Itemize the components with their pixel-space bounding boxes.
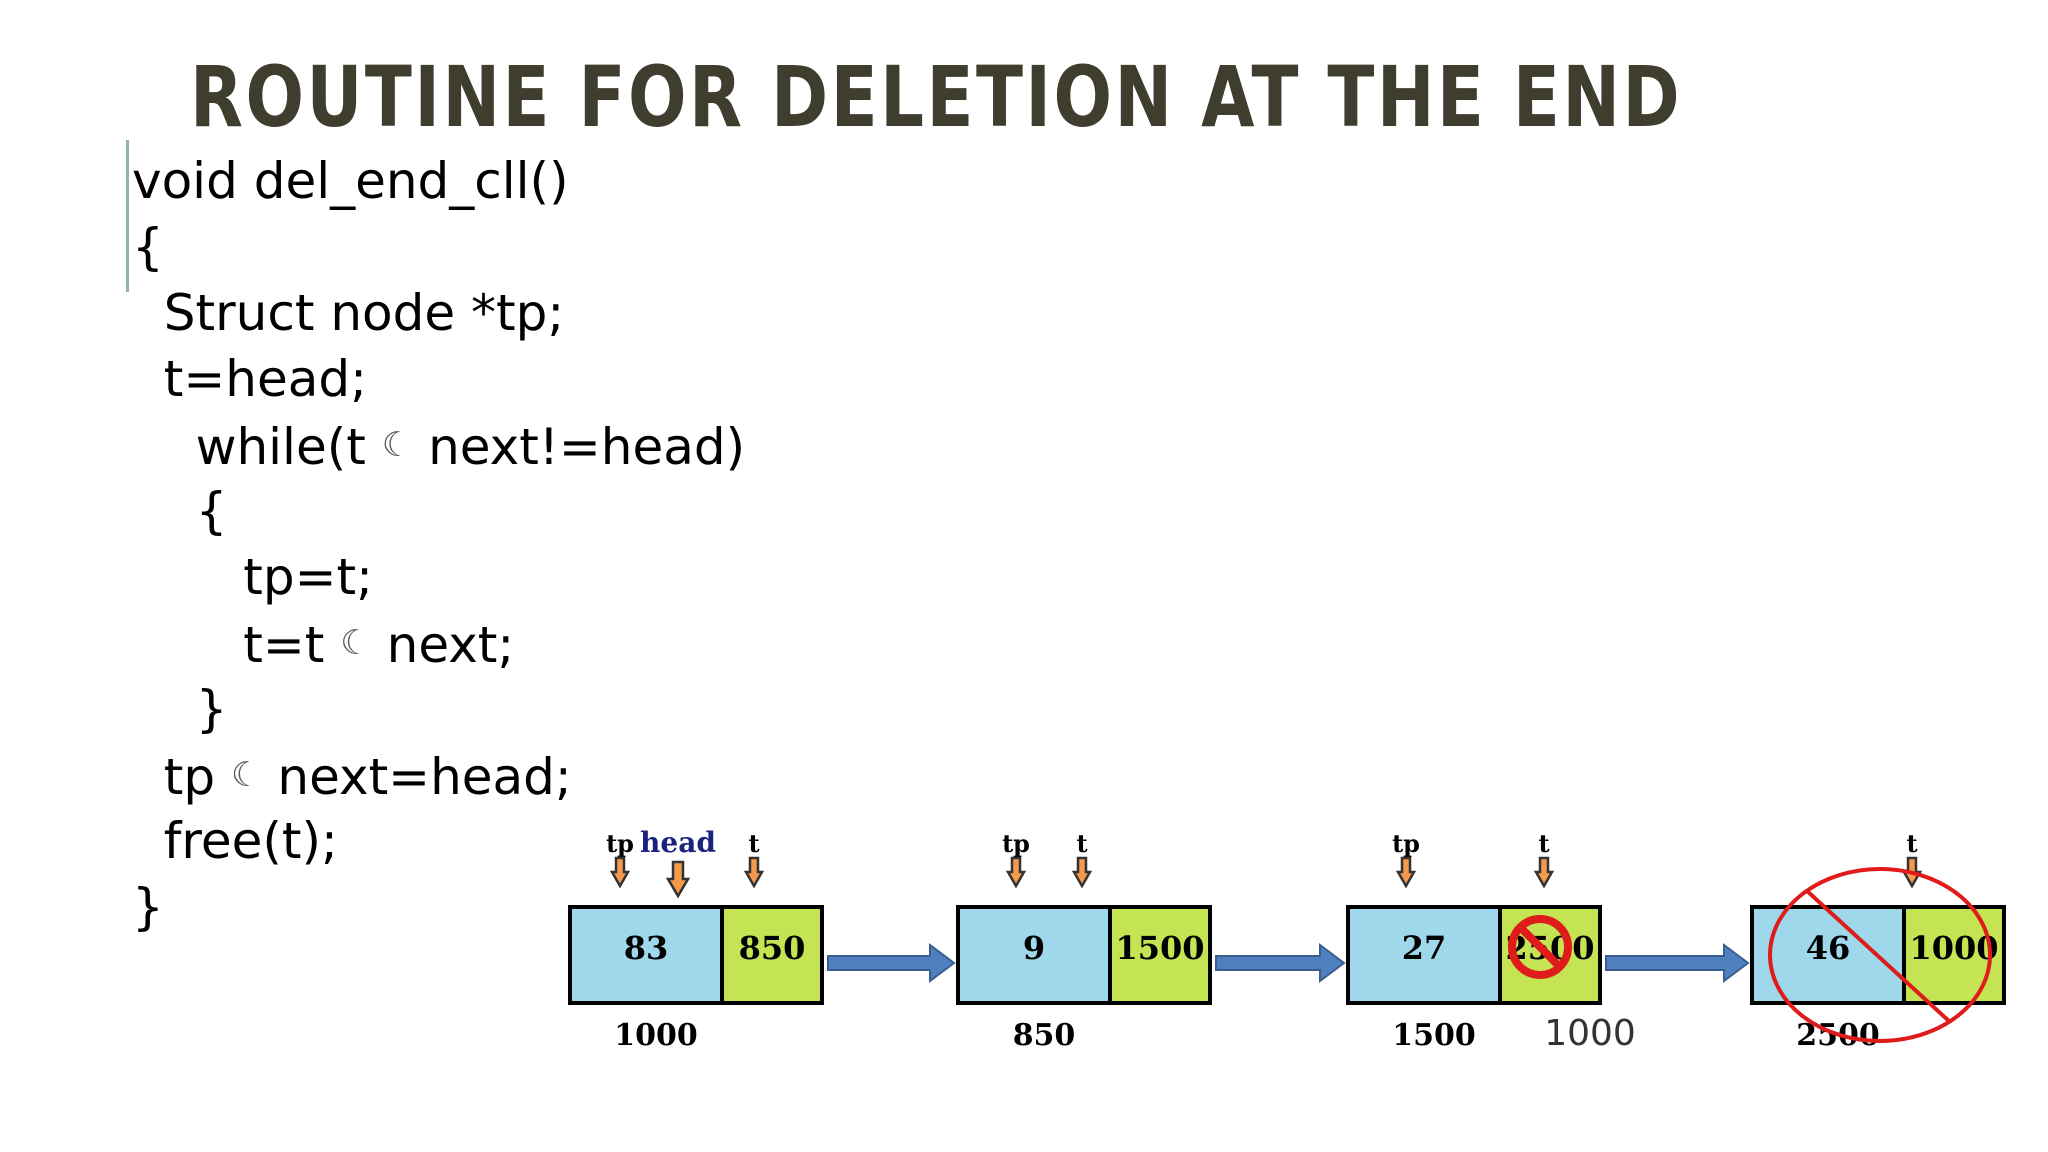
node-data-cell [568,905,724,1005]
code-text: void del_end_cll() [132,152,569,210]
down-arrow-icon [1395,856,1417,889]
slide-title: ROUTINE FOR DELETION AT THE END [190,48,1683,146]
code-line: { [132,214,164,280]
node-address: 850 [1013,1018,1076,1053]
down-arrow-icon [1533,856,1555,889]
link-arrow-icon [1215,943,1346,983]
pointer-arrow-glyph: ☾ [381,425,413,465]
code-text: next; [370,616,515,674]
node-data-cell [1346,905,1502,1005]
updated-next-address: 1000 [1544,1013,1636,1054]
pointer-label: tp [1002,829,1030,858]
code-line: } [132,874,164,940]
code-text: next!=head) [412,418,746,476]
code-text: { [132,218,164,276]
node-address: 1500 [1392,1018,1476,1053]
pointer-label: tp [606,829,634,858]
code-line: while(t ☾ next!=head) [132,412,746,478]
down-arrow-icon [1071,856,1093,889]
node-next-cell [1902,905,2006,1005]
code-text: free(t); [132,812,338,870]
code-text: t=t [132,616,341,674]
code-line: t=head; [132,346,367,412]
node-next-value: 1000 [1909,929,1998,967]
prohibit-slash [1518,925,1562,969]
pointer-arrow-glyph: ☾ [340,623,371,663]
node-next-value: 1500 [1115,929,1204,967]
pointer-label: head [640,826,716,859]
code-line: t=t ☾ next; [132,610,514,676]
delete-node-icon [1768,867,1992,1043]
down-arrow-icon [1005,856,1027,889]
node-address: 1000 [614,1018,698,1053]
pointer-label: t [1538,829,1549,858]
code-line: tp ☾ next=head; [132,742,572,808]
code-text: tp=t; [132,548,373,606]
code-text: tp [132,748,232,806]
code-text: next=head; [261,748,572,806]
pointer-label: t [1076,829,1087,858]
node-next-value: 850 [739,929,806,967]
code-line: tp=t; [132,544,373,610]
pointer-arrow-glyph: ☾ [231,755,262,795]
link-arrow-icon [1605,943,1750,983]
pointer-label: t [748,829,759,858]
code-text: while(t [132,418,382,476]
node-data-value: 46 [1806,929,1851,967]
code-line: { [132,478,228,544]
node-data-value: 83 [624,929,669,967]
code-text: { [132,482,228,540]
down-arrow-icon [609,856,631,889]
code-line: } [132,676,228,742]
pointer-label: tp [1392,829,1420,858]
node-next-cell [720,905,824,1005]
node-next-cell [1108,905,1212,1005]
node-data-cell [956,905,1112,1005]
pointer-label: t [1906,829,1917,858]
code-line: void del_end_cll() [132,148,569,214]
code-text: } [132,680,228,738]
link-arrow-icon [827,943,956,983]
code-line: free(t); [132,808,338,874]
down-arrow-icon [743,856,765,889]
code-text: t=head; [132,350,367,408]
code-text: Struct node *tp; [132,284,565,342]
code-line: Struct node *tp; [132,280,564,346]
delete-node-slash [1804,888,1952,1024]
code-text: } [132,878,164,936]
node-data-value: 9 [1023,929,1045,967]
node-data-value: 27 [1402,929,1447,967]
prohibit-icon [1508,915,1572,979]
code-accent-bar [126,140,129,292]
down-arrow-icon [665,860,691,899]
